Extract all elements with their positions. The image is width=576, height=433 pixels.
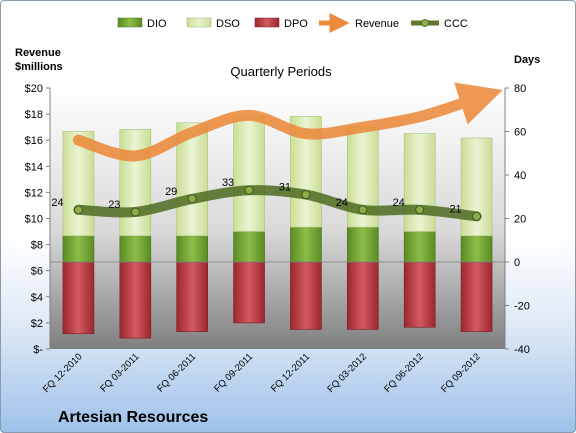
- ccc-data-label: 24: [393, 197, 405, 209]
- right-tick-label: -20: [514, 301, 530, 313]
- bar-dpo: [460, 261, 493, 332]
- left-tick-label: $14: [25, 161, 43, 173]
- bar-dpo: [62, 261, 95, 335]
- bar-dso: [119, 129, 152, 237]
- left-tick-label: $6: [31, 266, 43, 278]
- ccc-point: [301, 190, 311, 200]
- ccc-point: [130, 207, 140, 217]
- legend-label-dso: DSO: [216, 18, 240, 30]
- left-tick-label: $4: [31, 292, 43, 304]
- ccc-data-label: 33: [222, 177, 234, 189]
- ccc-point: [244, 185, 254, 195]
- legend-swatch-dpo: [254, 17, 280, 28]
- bar-dpo: [119, 261, 152, 339]
- legend: DIO DSO DPO Revenue CCC: [117, 13, 468, 33]
- category-label: FQ 06-2011: [155, 351, 198, 394]
- bar-dio: [119, 235, 152, 263]
- legend-label-ccc: CCC: [444, 18, 468, 30]
- legend-label-dio: DIO: [147, 18, 167, 30]
- legend-marker-ccc: [421, 19, 429, 27]
- bar-series: [62, 115, 493, 339]
- category-label: FQ 12-2010: [41, 351, 85, 395]
- bar-dio: [176, 235, 208, 263]
- right-tick-label: 60: [514, 127, 526, 139]
- revenue-line: [72, 82, 503, 162]
- bar-dpo: [233, 261, 265, 324]
- right-tick-label: -40: [514, 344, 530, 356]
- legend-swatch-dso: [186, 17, 212, 28]
- ccc-series: 24 23 29 33 31 24 24 21: [51, 177, 482, 222]
- ccc-point: [472, 211, 482, 221]
- right-tick-label: 80: [514, 83, 526, 95]
- category-label: FQ 09-2011: [212, 351, 255, 394]
- right-tick-label: 20: [514, 214, 526, 226]
- left-axis-title-line2: $millions: [15, 61, 63, 73]
- category-label: FQ 09-2012: [439, 351, 483, 395]
- ccc-data-label: 24: [51, 197, 63, 209]
- ccc-data-label: 29: [165, 186, 177, 198]
- bar-dio: [403, 231, 436, 263]
- revenue-series: [72, 82, 503, 162]
- ccc-point: [358, 205, 368, 215]
- legend-label-revenue: Revenue: [355, 18, 399, 30]
- bar-dpo: [290, 261, 322, 330]
- left-tick-label: $2: [31, 318, 43, 330]
- left-tick-label: $16: [25, 135, 43, 147]
- bar-dio: [62, 235, 95, 263]
- legend-label-dpo: DPO: [284, 18, 308, 30]
- legend-swatch-dio: [117, 17, 143, 28]
- left-axis: $- $2 $4 $6 $8 $10 $12 $14 $16 $18 $20: [25, 83, 51, 356]
- bar-dpo: [347, 261, 379, 330]
- category-label: FQ 03-2011: [98, 351, 141, 394]
- left-axis-title-line1: Revenue: [15, 47, 61, 59]
- bar-dpo: [403, 261, 436, 328]
- ccc-point: [415, 205, 425, 215]
- ccc-data-label: 24: [336, 197, 348, 209]
- category-label: FQ 12-2011: [269, 351, 312, 394]
- ccc-point: [187, 194, 197, 204]
- bar-dio: [460, 235, 493, 263]
- bar-dio: [233, 231, 265, 263]
- bar-dso: [403, 133, 436, 232]
- left-tick-label: $8: [31, 240, 43, 252]
- bar-dso: [233, 115, 265, 232]
- left-tick-label: $20: [25, 83, 43, 95]
- ccc-point: [73, 205, 83, 215]
- left-tick-label: $12: [25, 187, 43, 199]
- chart-title: Quarterly Periods: [230, 64, 332, 79]
- category-label: FQ 06-2012: [382, 351, 426, 395]
- right-axis-title: Days: [514, 54, 540, 66]
- bar-dio: [290, 226, 322, 263]
- right-tick-label: 0: [514, 257, 520, 269]
- ccc-data-label: 21: [449, 203, 461, 215]
- ccc-data-label: 31: [279, 182, 291, 194]
- category-label: FQ 03-2012: [325, 351, 369, 395]
- left-tick-label: $-: [33, 344, 43, 356]
- ccc-line: [73, 185, 482, 222]
- company-name: Artesian Resources: [58, 409, 208, 426]
- left-tick-label: $10: [25, 214, 43, 226]
- bar-dpo: [176, 261, 208, 332]
- left-tick-label: $18: [25, 109, 43, 121]
- right-tick-label: 40: [514, 170, 526, 182]
- bar-dio: [347, 226, 379, 263]
- right-axis: -40 -20 0 20 40 60 80: [504, 83, 530, 356]
- ccc-data-label: 23: [108, 199, 120, 211]
